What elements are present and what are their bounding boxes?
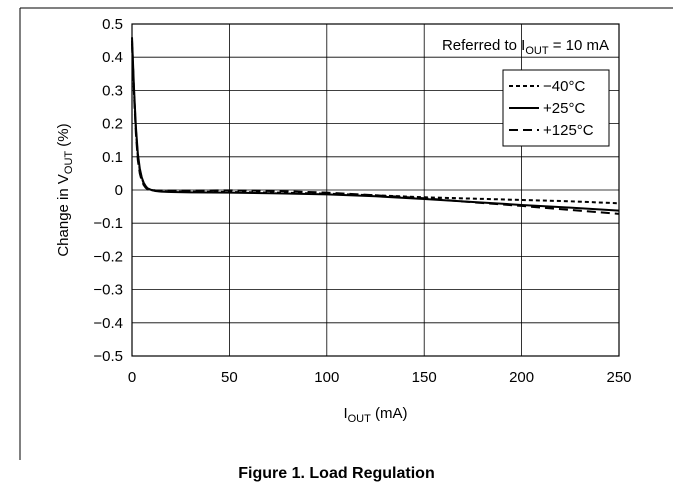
y-tick-label: −0.3 (93, 282, 123, 299)
x-tick-label: 50 (221, 369, 238, 386)
y-tick-label: 0.5 (102, 16, 123, 33)
y-tick-label: 0.2 (102, 116, 123, 133)
legend-label: +125°C (543, 122, 594, 139)
reference-annotation: Referred to IOUT = 10 mA (442, 37, 609, 57)
y-tick-label: −0.1 (93, 215, 123, 232)
legend-label: +25°C (543, 100, 585, 117)
x-tick-label: 150 (412, 369, 437, 386)
y-tick-label: −0.4 (93, 315, 123, 332)
y-tick-label: −0.5 (93, 348, 123, 365)
figure-caption: Figure 1. Load Regulation (238, 465, 435, 482)
x-tick-label: 100 (314, 369, 339, 386)
tick-labels: 0.5 0.4 0.3 0.2 0.1 0 −0.1 −0.2 −0.3 −0.4 −0.5 0 50 1… (93, 16, 631, 386)
series-layer (131, 37, 620, 215)
y-tick-label: 0.4 (102, 49, 123, 66)
series-line-3 (131, 43, 620, 215)
load-regulation-chart: 0.5 0.4 0.3 0.2 0.1 0 −0.1 −0.2 −0.3 −0.4 −0.5 0 50 1… (19, 7, 673, 460)
y-tick-label: 0 (115, 182, 123, 199)
x-tick-label: 200 (509, 369, 534, 386)
x-axis-label: IOUT (mA) (343, 405, 407, 425)
x-tick-label: 0 (128, 369, 136, 386)
y-axis-label: Change in VOUT (%) (55, 123, 75, 256)
y-tick-label: 0.3 (102, 82, 123, 99)
legend: −40°C +25°C +125°C (502, 69, 610, 147)
plot-border (131, 23, 620, 357)
y-tick-label: −0.2 (93, 248, 123, 265)
x-tick-label: 250 (606, 369, 631, 386)
grid (132, 24, 619, 356)
legend-label: −40°C (543, 78, 585, 95)
y-tick-label: 0.1 (102, 149, 123, 166)
